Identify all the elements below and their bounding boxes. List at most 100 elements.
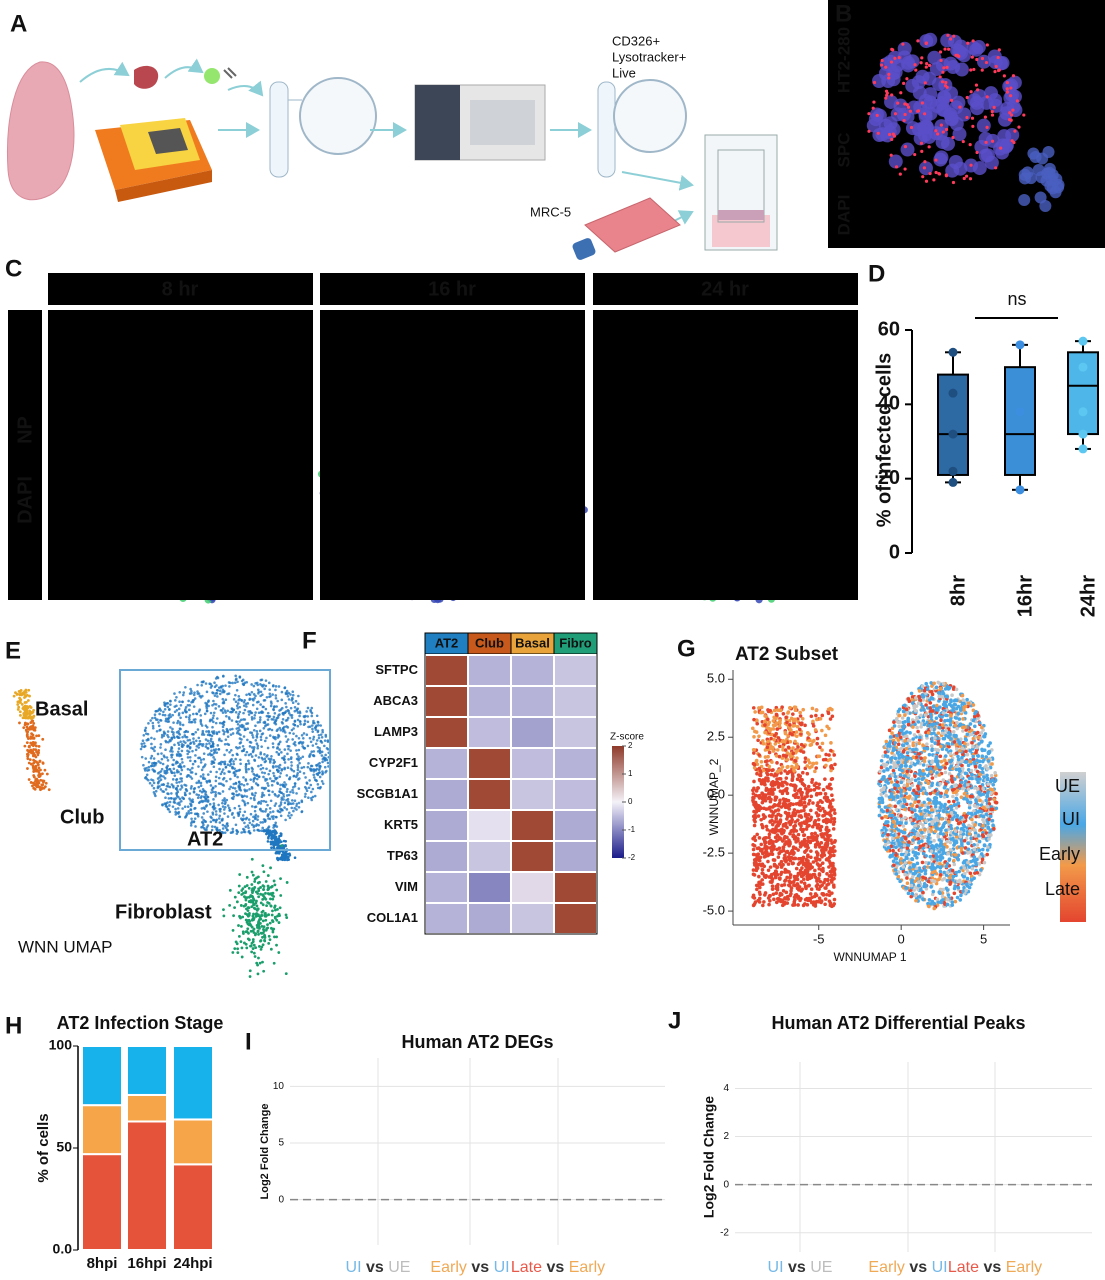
cell (16, 703, 20, 706)
stain (1005, 80, 1010, 85)
cell (231, 811, 234, 815)
cell (218, 767, 221, 771)
cell (254, 724, 257, 728)
cell (141, 739, 145, 743)
cell (32, 786, 36, 790)
cell (288, 811, 291, 815)
cell (191, 732, 194, 736)
cell (232, 698, 236, 701)
cell (306, 744, 310, 748)
cell (257, 764, 260, 768)
cell (256, 802, 260, 805)
cell (296, 718, 300, 722)
cell (156, 718, 159, 721)
cell (253, 805, 257, 809)
cell (276, 841, 279, 844)
stain (920, 149, 924, 153)
stain (984, 60, 989, 65)
cell (145, 766, 148, 770)
cell (154, 789, 158, 793)
cell (977, 54, 992, 69)
cell (153, 737, 156, 741)
stain (924, 179, 929, 183)
cell (239, 718, 243, 722)
cell (163, 777, 167, 780)
cell (972, 89, 987, 104)
cell (293, 799, 297, 803)
cell (179, 777, 182, 780)
stain (889, 60, 894, 64)
cell (287, 758, 290, 761)
cell (260, 771, 264, 774)
cell (291, 738, 294, 741)
cell (284, 702, 287, 705)
cell (238, 720, 241, 723)
cell (277, 752, 281, 756)
cell (256, 746, 259, 750)
cell (32, 774, 36, 777)
cell (144, 726, 148, 730)
cell (41, 761, 45, 765)
cell (190, 785, 193, 788)
cell (150, 784, 154, 787)
stain (994, 166, 998, 170)
cell (238, 746, 241, 749)
cell (319, 733, 323, 736)
cell (245, 722, 248, 725)
cell (303, 795, 307, 798)
cell (211, 745, 215, 748)
cell (267, 772, 270, 776)
cell (998, 112, 1013, 127)
stain (1002, 74, 1006, 78)
cell (309, 740, 313, 744)
cell (24, 722, 27, 726)
cell (229, 710, 232, 714)
cell (162, 783, 165, 786)
cell (253, 809, 257, 813)
cell (198, 739, 202, 743)
cell (262, 793, 266, 797)
cell (274, 694, 278, 697)
cell (212, 699, 215, 703)
cell (890, 58, 905, 73)
cell (274, 802, 278, 805)
cell (228, 681, 232, 685)
cell (269, 799, 273, 803)
cell (308, 767, 312, 770)
cell (221, 711, 225, 714)
cell (34, 764, 38, 768)
cell (271, 684, 275, 688)
cell (187, 716, 191, 719)
cell (176, 750, 180, 754)
cell (166, 764, 169, 768)
cell (263, 739, 267, 743)
cell (232, 816, 236, 819)
cell (317, 736, 321, 740)
cell (282, 839, 286, 843)
cell (167, 714, 171, 717)
cell (268, 695, 271, 699)
cell (183, 805, 187, 809)
cell (258, 729, 262, 733)
cell (300, 799, 304, 803)
cell (194, 730, 198, 734)
cell (283, 767, 286, 771)
cell (209, 770, 212, 774)
cell (998, 139, 1013, 154)
cell (303, 719, 307, 723)
cell (212, 714, 215, 717)
stain (905, 103, 909, 107)
cell (140, 742, 144, 746)
cell (272, 715, 276, 719)
cell (215, 675, 219, 679)
stain (892, 134, 897, 138)
cell (244, 753, 247, 757)
cell (142, 763, 145, 767)
cell (272, 705, 276, 709)
cell (217, 730, 221, 734)
stain (971, 124, 975, 128)
cell (22, 712, 26, 716)
cell (243, 810, 247, 814)
cell (27, 688, 31, 692)
stain (1011, 108, 1015, 112)
